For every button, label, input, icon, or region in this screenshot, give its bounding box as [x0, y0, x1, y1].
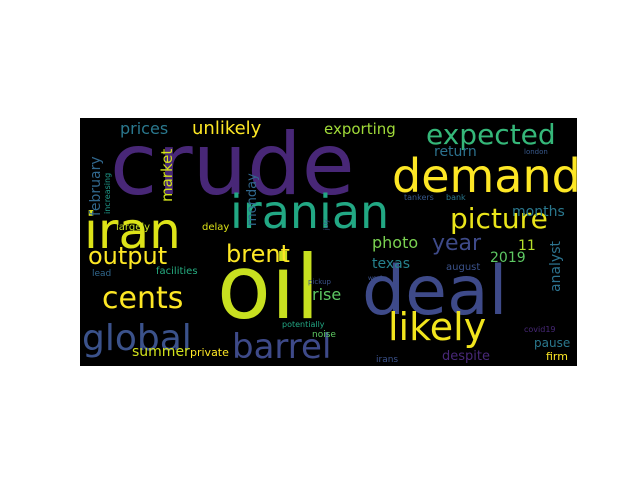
word-prices: prices: [120, 119, 168, 138]
word-11: 11: [518, 238, 536, 254]
word-iranian: iranian: [230, 185, 389, 239]
word-private: private: [190, 346, 229, 359]
word-market: market: [158, 149, 176, 202]
word-increasing: increasing: [103, 173, 112, 214]
word-2019: 2019: [490, 250, 526, 266]
word-facilities: facilities: [156, 266, 198, 277]
word-expected: expected: [426, 118, 556, 151]
word-cents: cents: [102, 281, 183, 316]
word-tankers: tankers: [404, 193, 434, 202]
word-largely: largely: [116, 222, 150, 233]
word-covid19: covid19: [524, 325, 556, 334]
word-brent: brent: [226, 240, 290, 268]
word-picture: picture: [450, 202, 548, 235]
word-london: london: [524, 148, 548, 156]
word-photo: photo: [372, 233, 418, 252]
word-february: february: [88, 156, 104, 216]
word-months: months: [512, 204, 565, 220]
word-irans: irans: [376, 355, 398, 365]
word-iran: iran: [84, 202, 181, 260]
word-rise: rise: [312, 285, 341, 304]
word-deal: deal: [362, 252, 508, 331]
word-despite: despite: [442, 349, 490, 364]
word-global: global: [82, 318, 192, 359]
word-year: year: [432, 231, 482, 256]
word-return: return: [434, 144, 477, 160]
word-barrel: barrel: [232, 327, 331, 366]
word-pickup: pickup: [308, 278, 332, 286]
word-weeks: weeks: [368, 275, 387, 282]
word-cloud: crude oil deal demand iran iranian expected lik…: [80, 118, 577, 366]
word-crude: crude: [110, 118, 355, 215]
word-delay: delay: [202, 222, 229, 233]
word-cloud-canvas: crude oil deal demand iran iranian expected lik…: [82, 118, 577, 366]
word-potentially: potentially: [282, 320, 325, 329]
word-august: august: [446, 262, 480, 273]
word-monday: monday: [245, 173, 260, 226]
word-demand: demand: [392, 149, 577, 203]
word-lead: lead: [92, 269, 111, 279]
word-likely: likely: [388, 305, 486, 349]
word-oil: oil: [217, 236, 320, 339]
word-pause: pause: [534, 336, 570, 350]
word-unlikely: unlikely: [192, 118, 262, 139]
word-texas: texas: [372, 256, 410, 272]
word-exporting: exporting: [324, 120, 396, 138]
word-analyst: analyst: [548, 241, 564, 293]
word-summer: summer: [132, 344, 190, 360]
word-firm: firm: [546, 350, 568, 363]
word-bank: bank: [446, 193, 466, 202]
word-july: july: [323, 219, 330, 231]
word-output: output: [88, 242, 167, 270]
word-noise: noise: [312, 330, 336, 340]
